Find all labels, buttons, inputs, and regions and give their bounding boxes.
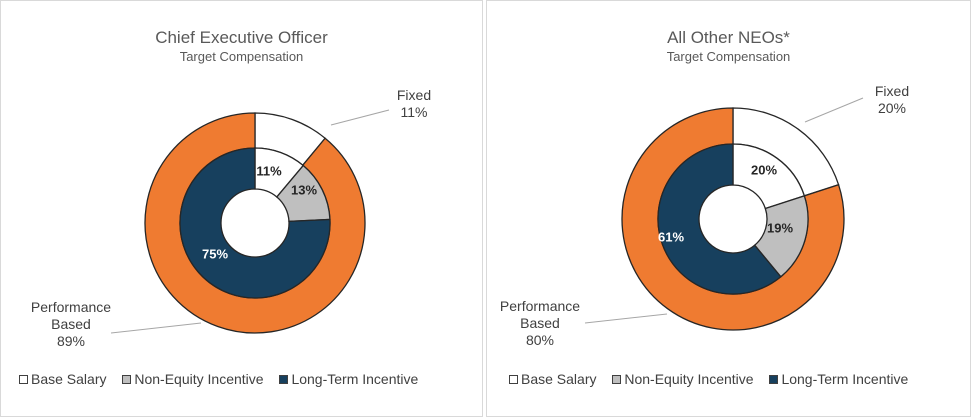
legend-label: Base Salary bbox=[31, 371, 107, 387]
legend-swatch bbox=[19, 375, 28, 384]
performance-annotation-label-line2: Based bbox=[520, 315, 560, 331]
inner-slice-long-term bbox=[657, 143, 782, 295]
performance-annotation-label-line2: Based bbox=[51, 316, 91, 332]
performance-leader-line bbox=[584, 313, 668, 324]
data-label-long-term: 61% bbox=[658, 229, 684, 244]
data-label-base-salary: 20% bbox=[751, 162, 777, 177]
fixed-annotation: Fixed 11% bbox=[389, 87, 439, 121]
performance-annotation: Performance Based 80% bbox=[490, 298, 590, 349]
performance-annotation-label-line1: Performance bbox=[30, 299, 112, 315]
legend-swatch bbox=[279, 375, 289, 384]
legend-label: Non-Equity Incentive bbox=[624, 371, 754, 387]
chart-title: Chief Executive Officer bbox=[155, 28, 328, 47]
legend-swatch bbox=[122, 375, 132, 384]
performance-leader-line bbox=[110, 322, 202, 334]
fixed-annotation-label: Fixed bbox=[396, 87, 432, 103]
fixed-leader-line bbox=[804, 97, 864, 123]
legend-item-non-equity: Non-Equity Incentive bbox=[612, 371, 754, 387]
legend-swatch bbox=[612, 375, 622, 384]
performance-annotation: Performance Based 89% bbox=[21, 299, 121, 350]
legend-label: Non-Equity Incentive bbox=[134, 371, 264, 387]
performance-annotation-value: 80% bbox=[525, 332, 555, 348]
fixed-annotation-value: 11% bbox=[400, 104, 428, 120]
neo-chart-panel: 20% 19% 61% All Other NEOs* Target Compens… bbox=[486, 0, 971, 417]
legend-item-long-term: Long-Term Incentive bbox=[769, 371, 908, 387]
legend-label: Long-Term Incentive bbox=[781, 371, 909, 387]
neo-donut-chart: 20% 19% 61% bbox=[584, 97, 864, 331]
fixed-annotation-label: Fixed bbox=[874, 83, 910, 99]
data-label-base-salary: 11% bbox=[256, 163, 282, 178]
chart-legend: Base Salary Non-Equity Incentive Long-Te… bbox=[19, 371, 430, 387]
fixed-annotation: Fixed 20% bbox=[867, 83, 917, 117]
legend-label: Long-Term Incentive bbox=[291, 371, 419, 387]
legend-item-base-salary: Base Salary bbox=[509, 371, 596, 387]
ceo-chart-panel: 11% 13% 75% Chief Executive Officer Target… bbox=[0, 0, 483, 417]
data-label-long-term: 75% bbox=[202, 246, 228, 261]
data-label-non-equity: 13% bbox=[291, 182, 317, 197]
legend-swatch bbox=[769, 375, 779, 384]
legend-label: Base Salary bbox=[521, 371, 597, 387]
legend-item-long-term: Long-Term Incentive bbox=[279, 371, 418, 387]
fixed-annotation-value: 20% bbox=[877, 100, 907, 116]
chart-title: All Other NEOs* bbox=[667, 28, 790, 47]
chart-subtitle: Target Compensation bbox=[666, 49, 791, 64]
ceo-donut-chart: 11% 13% 75% bbox=[110, 109, 390, 334]
performance-annotation-label-line1: Performance bbox=[499, 298, 581, 314]
legend-swatch bbox=[509, 375, 518, 384]
fixed-leader-line bbox=[330, 109, 390, 126]
chart-subtitle: Target Compensation bbox=[179, 49, 304, 64]
outer-slice-performance bbox=[144, 112, 366, 334]
inner-slice-long-term bbox=[179, 147, 331, 299]
data-label-non-equity: 19% bbox=[767, 220, 793, 235]
performance-annotation-value: 89% bbox=[56, 333, 86, 349]
legend-item-non-equity: Non-Equity Incentive bbox=[122, 371, 264, 387]
legend-item-base-salary: Base Salary bbox=[19, 371, 106, 387]
inner-slice-base-salary bbox=[732, 143, 806, 210]
chart-legend: Base Salary Non-Equity Incentive Long-Te… bbox=[509, 371, 920, 387]
